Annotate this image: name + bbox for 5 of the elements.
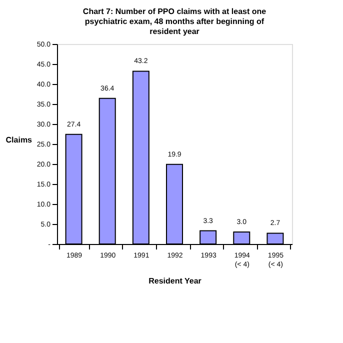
text: Chart 7: Number of PPO claims with at least one [82, 7, 266, 16]
x-axis-title: Resident Year [148, 276, 202, 286]
y-axis-title: Claims [6, 136, 33, 144]
text: resident year [150, 27, 200, 36]
text: psychiatric exam, 48 months after beginning of [84, 17, 264, 26]
